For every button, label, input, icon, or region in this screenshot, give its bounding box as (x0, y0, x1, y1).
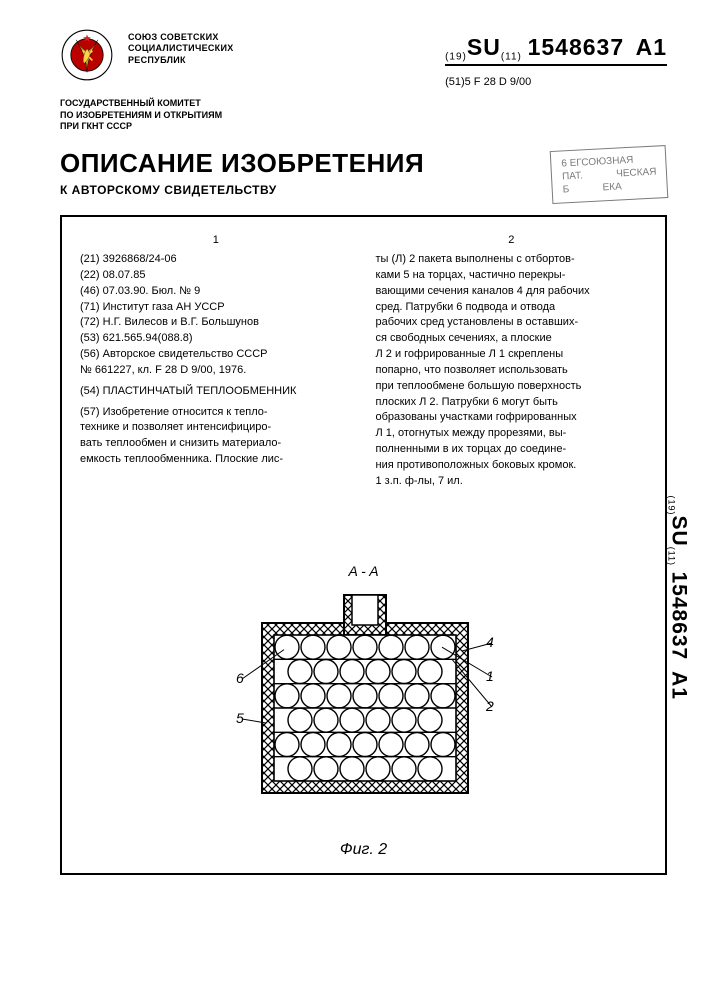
svg-text:4: 4 (486, 634, 494, 650)
c2-l13: полненными в их торцах до соедине- (376, 442, 648, 457)
svg-text:1: 1 (486, 668, 494, 684)
column-1: 1 (21) 3926868/24-06 (22) 08.07.85 (46) … (80, 233, 352, 490)
field-57c: вать теплообмен и снизить материало- (80, 436, 352, 451)
org-line-2: СОЦИАЛИСТИЧЕСКИХ (128, 43, 234, 54)
c2-l7: Л 2 и гофрированные Л 1 скреплены (376, 347, 648, 362)
two-columns: 1 (21) 3926868/24-06 (22) 08.07.85 (46) … (80, 233, 647, 490)
field-57a: (57) Изобретение относится к тепло- (80, 405, 352, 420)
patent-page: СОЮЗ СОВЕТСКИХ СОЦИАЛИСТИЧЕСКИХ РЕСПУБЛИ… (0, 0, 707, 1000)
c2-l5: рабочих сред установлены в оставших- (376, 315, 648, 330)
col2-number: 2 (376, 233, 648, 248)
c2-l9: при теплообмене большую поверхность (376, 379, 648, 394)
c2-l14: ния противоположных боковых кромок. (376, 458, 648, 473)
publication-number: (19)SU(11) 1548637 A1 (445, 34, 667, 66)
c2-l10: плоских Л 2. Патрубки 6 могут быть (376, 395, 648, 410)
field-56a: (56) Авторское свидетельство СССР (80, 347, 352, 362)
main-content-box: 1 (21) 3926868/24-06 (22) 08.07.85 (46) … (60, 215, 667, 875)
field-72: (72) Н.Г. Вилесов и В.Г. Большунов (80, 315, 352, 330)
org-name: СОЮЗ СОВЕТСКИХ СОЦИАЛИСТИЧЕСКИХ РЕСПУБЛИ… (128, 28, 234, 66)
doc-subtitle: К АВТОРСКОМУ СВИДЕТЕЛЬСТВУ (60, 183, 424, 197)
ipc-code: (51)5 F 28 D 9/00 (445, 76, 667, 88)
svg-text:6: 6 (236, 670, 244, 686)
c2-l2: ками 5 на торцах, частично перекры- (376, 268, 648, 283)
c2-l11: образованы участками гофрированных (376, 410, 648, 425)
side-publication-code: (19)SU(11) 1548637 A1 (667, 495, 691, 700)
c2-l8: попарно, что позволяет использовать (376, 363, 648, 378)
field-46: (46) 07.03.90. Бюл. № 9 (80, 284, 352, 299)
field-56b: № 661227, кл. F 28 D 9/00, 1976. (80, 363, 352, 378)
field-57d: емкость теплообменника. Плоские лис- (80, 452, 352, 467)
figure-svg: 4 1 2 6 5 (204, 585, 524, 835)
figure-caption: Фиг. 2 (62, 841, 665, 859)
committee-l3: ПРИ ГКНТ СССР (60, 121, 667, 132)
c2-l1: ты (Л) 2 пакета выполнены с отбортов- (376, 252, 648, 267)
publication-number-block: (19)SU(11) 1548637 A1 (51)5 F 28 D 9/00 (445, 28, 667, 88)
header-row: СОЮЗ СОВЕТСКИХ СОЦИАЛИСТИЧЕСКИХ РЕСПУБЛИ… (60, 28, 667, 88)
col1-number: 1 (80, 233, 352, 248)
ussr-emblem (60, 28, 114, 82)
c2-l15: 1 з.п. ф-лы, 7 ил. (376, 474, 648, 489)
org-line-3: РЕСПУБЛИК (128, 55, 234, 66)
field-21: (21) 3926868/24-06 (80, 252, 352, 267)
committee-name: ГОСУДАРСТВЕННЫЙ КОМИТЕТ ПО ИЗОБРЕТЕНИЯМ … (60, 98, 667, 132)
svg-text:2: 2 (485, 698, 494, 714)
svg-text:5: 5 (236, 710, 244, 726)
c2-l4: сред. Патрубки 6 подвода и отвода (376, 300, 648, 315)
field-54: (54) ПЛАСТИНЧАТЫЙ ТЕПЛООБМЕННИК (80, 384, 352, 399)
title-row: ОПИСАНИЕ ИЗОБРЕТЕНИЯ К АВТОРСКОМУ СВИДЕТ… (60, 148, 667, 201)
c2-l6: ся свободных сечениях, а плоские (376, 331, 648, 346)
org-line-1: СОЮЗ СОВЕТСКИХ (128, 32, 234, 43)
committee-l1: ГОСУДАРСТВЕННЫЙ КОМИТЕТ (60, 98, 667, 109)
field-57b: технике и позволяет интенсифициро- (80, 420, 352, 435)
field-71: (71) Институт газа АН УССР (80, 300, 352, 315)
committee-l2: ПО ИЗОБРЕТЕНИЯМ И ОТКРЫТИЯМ (60, 110, 667, 121)
figure-wrapper: A - A 4 1 2 6 5 Фиг. 2 (62, 563, 665, 859)
column-2: 2 ты (Л) 2 пакета выполнены с отбортов- … (376, 233, 648, 490)
c2-l12: Л 1, отогнутых между прорезями, вы- (376, 426, 648, 441)
section-label: A - A (62, 563, 665, 579)
library-stamp: 6 ЕГСОЮЗНАЯ ПАТ. ЧЕСКАЯ Б ЕКА (549, 145, 668, 204)
field-53: (53) 621.565.94(088.8) (80, 331, 352, 346)
doc-title: ОПИСАНИЕ ИЗОБРЕТЕНИЯ (60, 148, 424, 179)
field-22: (22) 08.07.85 (80, 268, 352, 283)
c2-l3: вающими сечения каналов 4 для рабочих (376, 284, 648, 299)
